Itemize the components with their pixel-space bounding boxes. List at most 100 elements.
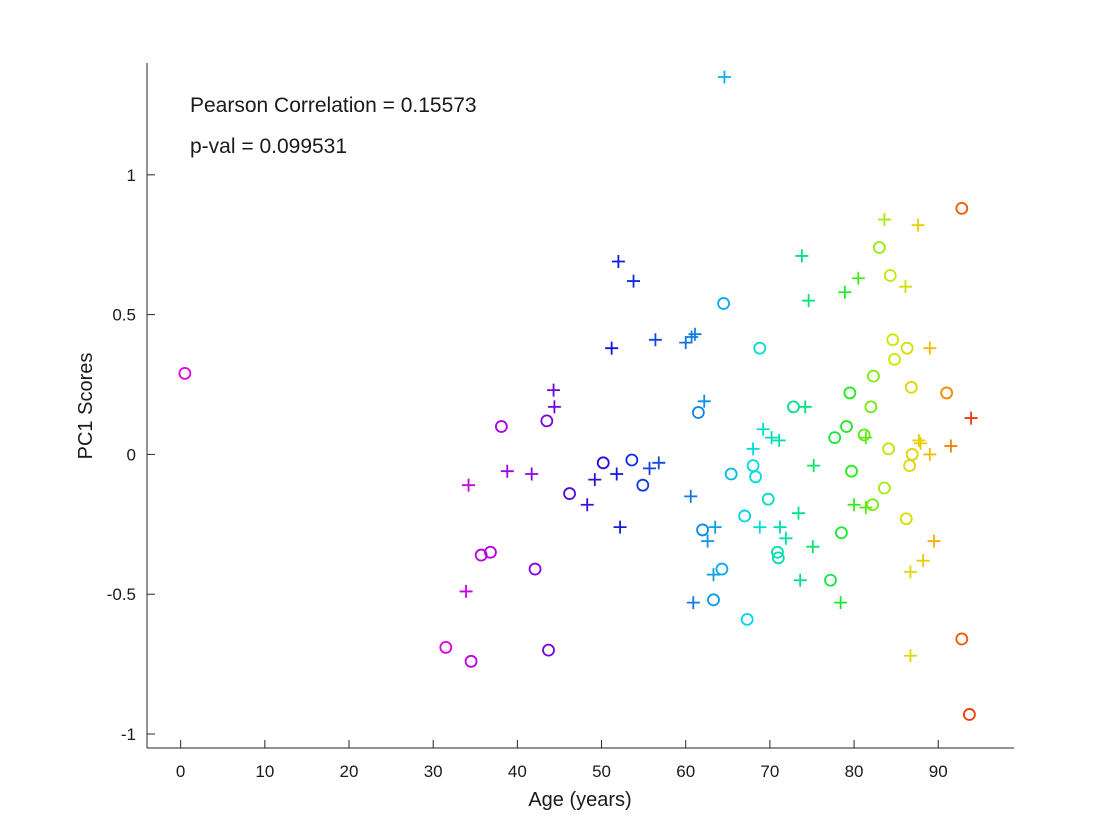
p-value-annotation: p-val = 0.099531 bbox=[190, 135, 347, 158]
circle-point bbox=[771, 551, 785, 565]
cross-point bbox=[547, 383, 561, 397]
circle-point bbox=[717, 297, 730, 310]
cross-point bbox=[613, 520, 627, 534]
cross-point bbox=[688, 327, 702, 341]
cross-point bbox=[588, 473, 602, 487]
cross-point bbox=[807, 459, 821, 473]
circle-point bbox=[882, 442, 895, 456]
cross-point bbox=[838, 285, 852, 299]
circle-point bbox=[903, 459, 917, 473]
cross-point bbox=[686, 596, 700, 610]
circle-point bbox=[596, 456, 610, 470]
cross-point bbox=[580, 498, 594, 512]
cross-point bbox=[847, 498, 861, 512]
cross-point bbox=[679, 336, 693, 350]
cross-point bbox=[643, 461, 657, 475]
y-tick-label: -1 bbox=[121, 725, 136, 744]
cross-point bbox=[859, 501, 873, 515]
circle-point bbox=[828, 431, 842, 445]
y-tick-label: 1 bbox=[127, 166, 136, 185]
cross-point bbox=[610, 467, 624, 481]
circle-point bbox=[845, 464, 858, 478]
circle-point bbox=[955, 632, 969, 646]
circle-point bbox=[740, 612, 754, 626]
x-tick-label: 70 bbox=[760, 762, 779, 781]
x-tick-label: 20 bbox=[340, 762, 359, 781]
cross-point bbox=[717, 70, 731, 84]
circle-point bbox=[877, 481, 891, 495]
cross-point bbox=[802, 294, 816, 308]
data-points bbox=[178, 70, 978, 721]
cross-point bbox=[916, 554, 930, 568]
circle-point bbox=[840, 420, 853, 433]
cross-point bbox=[652, 456, 666, 470]
circle-point bbox=[753, 341, 767, 355]
circle-point bbox=[563, 487, 576, 500]
x-tick-label: 10 bbox=[255, 762, 274, 781]
cross-point bbox=[793, 573, 807, 587]
circle-point bbox=[835, 526, 848, 540]
cross-point bbox=[834, 596, 848, 610]
circle-point bbox=[843, 386, 857, 400]
circle-point bbox=[625, 453, 639, 467]
x-tick-label: 0 bbox=[176, 762, 185, 781]
cross-point bbox=[851, 271, 865, 285]
circle-point bbox=[771, 545, 784, 559]
cross-point bbox=[772, 433, 786, 447]
cross-point bbox=[903, 649, 917, 663]
circle-point bbox=[761, 492, 775, 506]
cross-point bbox=[648, 333, 662, 347]
cross-point bbox=[605, 341, 619, 355]
cross-point bbox=[859, 431, 873, 445]
x-tick-label: 80 bbox=[845, 762, 864, 781]
cross-point bbox=[914, 436, 928, 450]
cross-point bbox=[753, 520, 767, 534]
y-tick-label: 0 bbox=[127, 445, 136, 464]
cross-point bbox=[806, 540, 820, 554]
cross-point bbox=[685, 330, 699, 344]
y-tick-label: -0.5 bbox=[107, 585, 136, 604]
circle-point bbox=[899, 512, 913, 526]
circle-point bbox=[636, 478, 650, 492]
x-axis-label: Age (years) bbox=[528, 789, 631, 811]
x-tick-label: 40 bbox=[508, 762, 527, 781]
cross-point bbox=[773, 520, 787, 534]
cross-point bbox=[708, 520, 722, 534]
x-tick-label: 60 bbox=[676, 762, 695, 781]
cross-point bbox=[927, 534, 941, 548]
cross-point bbox=[525, 467, 539, 481]
x-tick-label: 90 bbox=[929, 762, 948, 781]
cross-point bbox=[903, 565, 917, 579]
circle-point bbox=[464, 654, 478, 668]
circle-point bbox=[178, 366, 192, 380]
circle-point bbox=[494, 420, 508, 433]
cross-point bbox=[627, 274, 641, 288]
circle-point bbox=[904, 380, 918, 394]
circle-point bbox=[824, 573, 837, 587]
cross-point bbox=[701, 534, 715, 548]
circle-point bbox=[866, 498, 879, 512]
cross-point bbox=[697, 394, 711, 408]
circle-point bbox=[749, 470, 762, 484]
circle-point bbox=[864, 400, 878, 414]
circle-point bbox=[738, 509, 752, 523]
cross-point bbox=[795, 249, 809, 263]
circle-point bbox=[962, 708, 976, 721]
cross-point bbox=[684, 489, 698, 503]
circle-point bbox=[940, 386, 954, 400]
cross-point bbox=[964, 411, 978, 425]
circle-point bbox=[883, 269, 897, 282]
cross-point bbox=[792, 506, 806, 520]
cross-point bbox=[779, 531, 793, 545]
circle-point bbox=[696, 523, 709, 537]
circle-point bbox=[955, 201, 969, 215]
cross-point bbox=[500, 464, 514, 478]
cross-point bbox=[912, 433, 926, 447]
cross-point bbox=[547, 400, 561, 414]
y-axis-label: PC1 Scores bbox=[75, 353, 97, 460]
circle-point bbox=[715, 562, 729, 576]
pearson-correlation-annotation: Pearson Correlation = 0.15573 bbox=[190, 94, 477, 117]
x-tick-label: 50 bbox=[592, 762, 611, 781]
circle-point bbox=[888, 352, 901, 366]
